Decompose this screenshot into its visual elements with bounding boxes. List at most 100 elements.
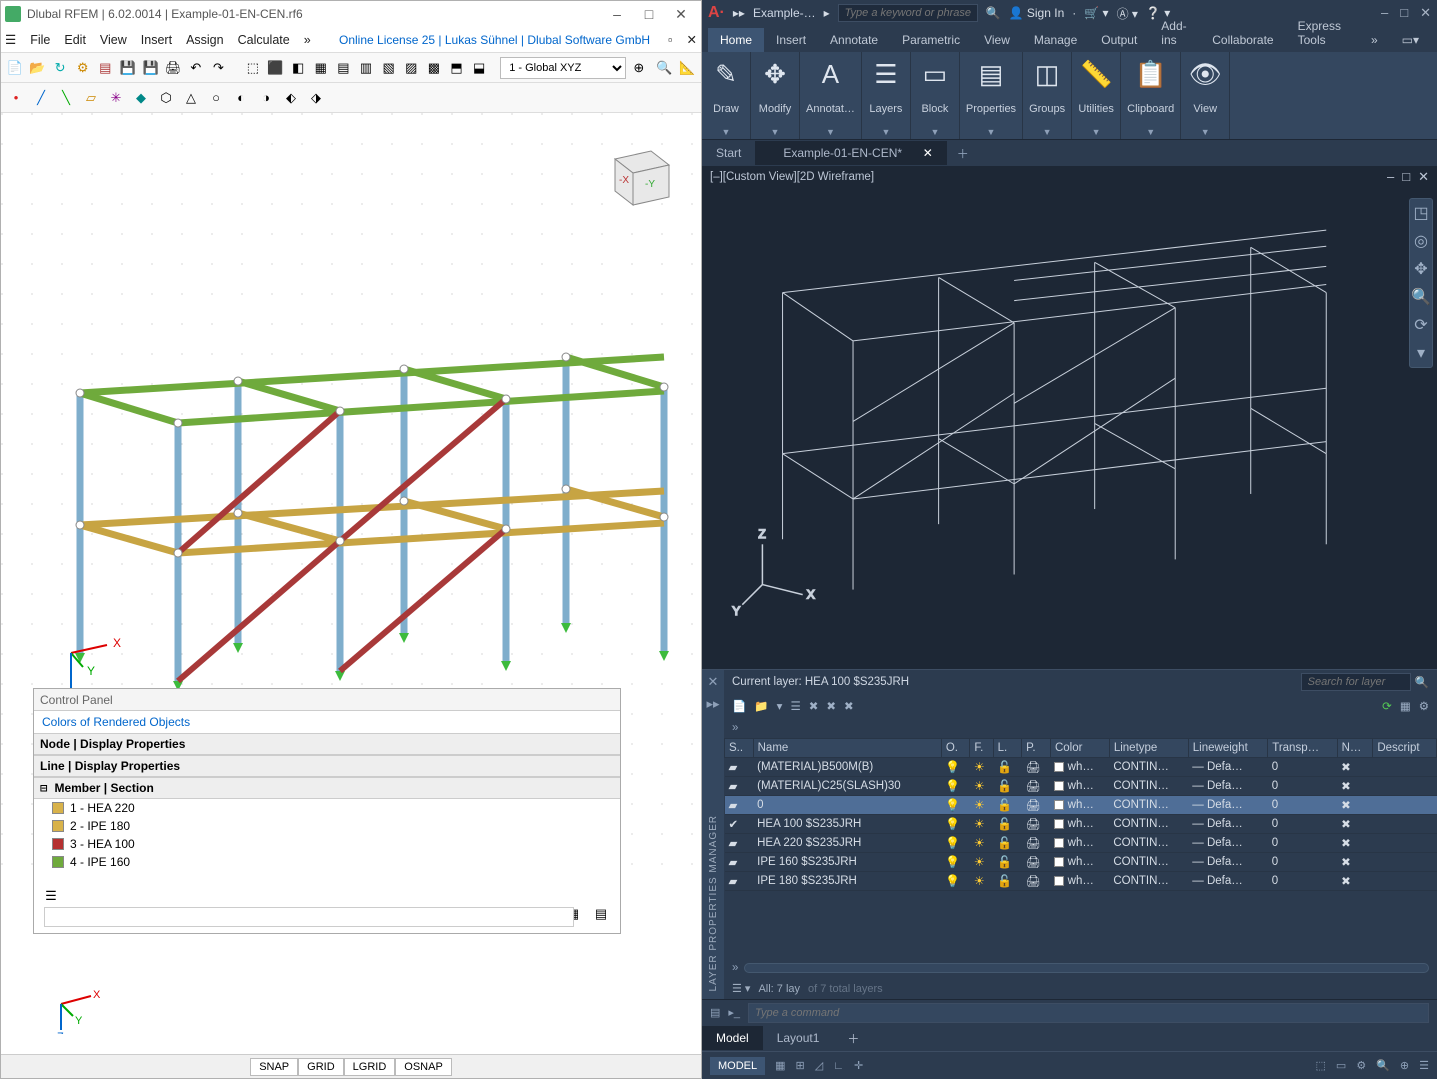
- new-icon[interactable]: 📄: [5, 57, 25, 79]
- ribbon-group-clipboard[interactable]: 📋Clipboard▼: [1121, 52, 1181, 139]
- ribbon-group-modify[interactable]: ✥Modify▼: [751, 52, 800, 139]
- list-icon[interactable]: ▤: [96, 57, 116, 79]
- help-search-input[interactable]: [838, 4, 978, 22]
- tool-icon[interactable]: ○: [205, 87, 227, 109]
- status-snap-icon[interactable]: ⊞: [796, 1059, 805, 1072]
- layer-sync-icon[interactable]: ▦: [1400, 699, 1411, 713]
- tab-model[interactable]: Model: [702, 1026, 763, 1050]
- layer-state-icon[interactable]: ☰: [790, 699, 800, 713]
- draw-icon[interactable]: ✎: [708, 56, 744, 92]
- print-icon[interactable]: 🖨: [163, 57, 183, 79]
- cp-sec-member[interactable]: ⊟ Member | Section: [34, 777, 620, 799]
- status-grid-icon[interactable]: ▦: [775, 1059, 785, 1072]
- cp-member-item[interactable]: 3 - HEA 100: [34, 835, 620, 853]
- ribbon-group-properties[interactable]: ▤Properties▼: [960, 52, 1023, 139]
- layer-col-header[interactable]: Name: [753, 739, 941, 758]
- minimize-button[interactable]: –: [601, 2, 633, 26]
- layer-filter-icon[interactable]: ▾: [777, 699, 783, 713]
- layer-col-header[interactable]: S..: [725, 739, 754, 758]
- layers-icon[interactable]: ☰: [868, 56, 904, 92]
- menu-assign[interactable]: Assign: [186, 33, 224, 47]
- ribbon-group-draw[interactable]: ✎Draw▼: [702, 52, 751, 139]
- cp-btn-2[interactable]: ▤: [590, 903, 612, 925]
- new-layout-button[interactable]: ＋: [833, 1025, 873, 1052]
- tool-icon[interactable]: ▩: [424, 57, 444, 79]
- rfem-3d-view[interactable]: X Y Z -X -Y Control Panel Colors of Rend…: [1, 113, 701, 1054]
- menu-edit[interactable]: Edit: [64, 33, 86, 47]
- layer-search-input[interactable]: [1301, 673, 1411, 691]
- tab-document[interactable]: Example-01-EN-CEN* ✕: [755, 141, 946, 165]
- undo-icon[interactable]: ↶: [186, 57, 206, 79]
- qat-icon[interactable]: ▸▸: [733, 6, 745, 20]
- tab-parametric[interactable]: Parametric: [890, 28, 972, 52]
- status-tool-icon[interactable]: ✛: [854, 1059, 863, 1072]
- tool-icon[interactable]: ⬡: [155, 87, 177, 109]
- view-cube[interactable]: -X -Y: [597, 133, 677, 213]
- cp-sec-line[interactable]: Line | Display Properties: [34, 755, 620, 777]
- menu-file[interactable]: File: [30, 33, 50, 47]
- layer-row[interactable]: ▰0💡☀🔓🖨 wh…CONTIN…— Defa…0✖: [725, 796, 1437, 815]
- tool-icon[interactable]: ⬛: [266, 57, 286, 79]
- layer-refresh-icon[interactable]: ⟳: [1382, 699, 1392, 713]
- close-button[interactable]: ✕: [665, 2, 697, 26]
- status-icon[interactable]: ☰: [1419, 1059, 1429, 1072]
- layer-group-icon[interactable]: 📁: [754, 699, 768, 713]
- layer-col-header[interactable]: Lineweight: [1188, 739, 1267, 758]
- tool-icon[interactable]: ⊕: [629, 57, 649, 79]
- clipboard-icon[interactable]: 📋: [1133, 56, 1169, 92]
- tab-more[interactable]: »: [1359, 28, 1390, 52]
- tool-icon[interactable]: △: [180, 87, 202, 109]
- vp-close-icon[interactable]: ✕: [1418, 169, 1429, 185]
- vp-min-icon[interactable]: –: [1387, 169, 1394, 185]
- snap-toggle[interactable]: SNAP: [250, 1058, 298, 1076]
- tab-layout1[interactable]: Layout1: [763, 1026, 834, 1050]
- tool-icon[interactable]: ▧: [379, 57, 399, 79]
- tool-icon[interactable]: ▨: [401, 57, 421, 79]
- member-icon[interactable]: ╲: [55, 87, 77, 109]
- panel-close-icon[interactable]: ✕: [708, 674, 719, 690]
- menu-insert[interactable]: Insert: [141, 33, 172, 47]
- search-icon[interactable]: 🔍: [986, 6, 1001, 20]
- layer-row[interactable]: ▰HEA 220 $S235JRH💡☀🔓🖨 wh…CONTIN…— Defa…0…: [725, 834, 1437, 853]
- status-tool-icon[interactable]: ◿: [815, 1059, 823, 1072]
- tool-icon[interactable]: ⬒: [447, 57, 467, 79]
- view-icon[interactable]: 👁: [1187, 56, 1223, 92]
- ribbon-group-layers[interactable]: ☰Layers▼: [862, 52, 911, 139]
- annotat…-icon[interactable]: A: [812, 56, 848, 92]
- tool-icon[interactable]: ✳: [105, 87, 127, 109]
- nav-zoom-icon[interactable]: 🔍: [1411, 287, 1431, 307]
- redo-icon[interactable]: ↷: [209, 57, 229, 79]
- line-icon[interactable]: ╱: [30, 87, 52, 109]
- maximize-button[interactable]: □: [1400, 5, 1408, 21]
- open-icon[interactable]: 📂: [28, 57, 48, 79]
- lgrid-toggle[interactable]: LGRID: [344, 1058, 396, 1076]
- status-icon[interactable]: ▭: [1336, 1059, 1346, 1072]
- tool-icon[interactable]: ◧: [288, 57, 308, 79]
- layer-row[interactable]: ▰IPE 160 $S235JRH💡☀🔓🖨 wh…CONTIN…— Defa…0…: [725, 853, 1437, 872]
- surface-icon[interactable]: ▱: [80, 87, 102, 109]
- layer-row[interactable]: ▰(MATERIAL)C25(SLASH)30💡☀🔓🖨 wh…CONTIN…— …: [725, 777, 1437, 796]
- rfem-titlebar[interactable]: Dlubal RFEM | 6.02.0014 | Example-01-EN-…: [1, 1, 701, 27]
- layer-row[interactable]: ▰IPE 180 $S235JRH💡☀🔓🖨 wh…CONTIN…— Defa…0…: [725, 872, 1437, 891]
- tab-insert[interactable]: Insert: [764, 28, 818, 52]
- layer-col-header[interactable]: O.: [941, 739, 970, 758]
- close-button[interactable]: ✕: [1420, 5, 1431, 21]
- refresh-icon[interactable]: ↻: [50, 57, 70, 79]
- new-tab-button[interactable]: ＋: [947, 140, 979, 167]
- cp-member-item[interactable]: 4 - IPE 160: [34, 853, 620, 871]
- layer-col-header[interactable]: F.: [970, 739, 993, 758]
- cp-sec-node[interactable]: Node | Display Properties: [34, 733, 620, 755]
- layer-new-icon[interactable]: 📄: [732, 699, 746, 713]
- tool-icon[interactable]: ◐: [230, 87, 252, 109]
- menu-more[interactable]: »: [304, 33, 311, 47]
- layer-delete-icon[interactable]: ✖: [826, 699, 836, 713]
- layer-delete-icon[interactable]: ✖: [809, 699, 819, 713]
- viewport-label[interactable]: [–][Custom View][2D Wireframe]: [710, 171, 874, 183]
- tab-output[interactable]: Output: [1089, 28, 1149, 52]
- tab-home[interactable]: Home: [708, 28, 764, 52]
- ribbon-panel-icon[interactable]: ▭▾: [1390, 28, 1431, 52]
- cmd-history-icon[interactable]: ▤: [710, 1006, 720, 1019]
- ribbon-group-view[interactable]: 👁View▼: [1181, 52, 1230, 139]
- layer-row[interactable]: ✔HEA 100 $S235JRH💡☀🔓🖨 wh…CONTIN…— Defa…0…: [725, 815, 1437, 834]
- tool-icon[interactable]: ⬖: [280, 87, 302, 109]
